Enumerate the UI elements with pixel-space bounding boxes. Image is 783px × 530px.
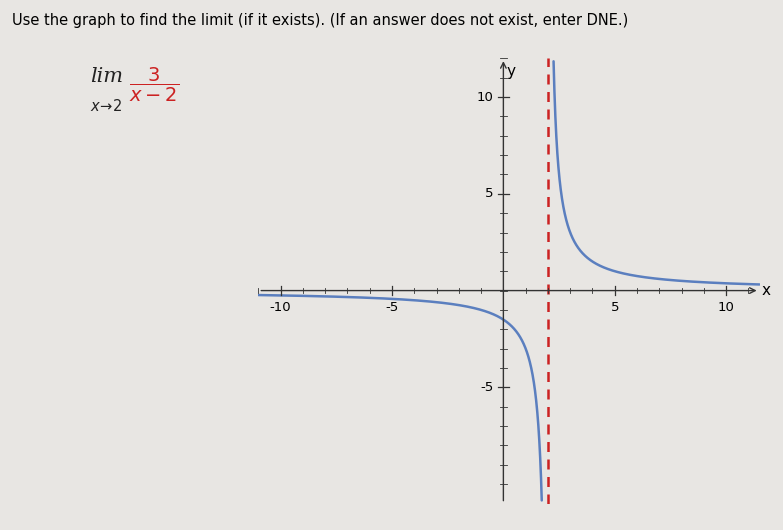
Text: Use the graph to find the limit (if it exists). (If an answer does not exist, en: Use the graph to find the limit (if it e…	[12, 13, 628, 28]
Text: y: y	[507, 64, 516, 79]
Text: -5: -5	[480, 381, 493, 394]
Text: $\dfrac{3}{x-2}$: $\dfrac{3}{x-2}$	[129, 66, 179, 104]
Text: -10: -10	[270, 301, 291, 314]
Text: $x \!\rightarrow\! 2$: $x \!\rightarrow\! 2$	[90, 98, 122, 114]
Text: -5: -5	[385, 301, 399, 314]
Text: 5: 5	[485, 187, 493, 200]
Text: lim: lim	[90, 67, 123, 86]
Text: 10: 10	[477, 91, 493, 103]
Text: x: x	[762, 283, 770, 298]
Text: 10: 10	[718, 301, 734, 314]
Text: 5: 5	[611, 301, 619, 314]
